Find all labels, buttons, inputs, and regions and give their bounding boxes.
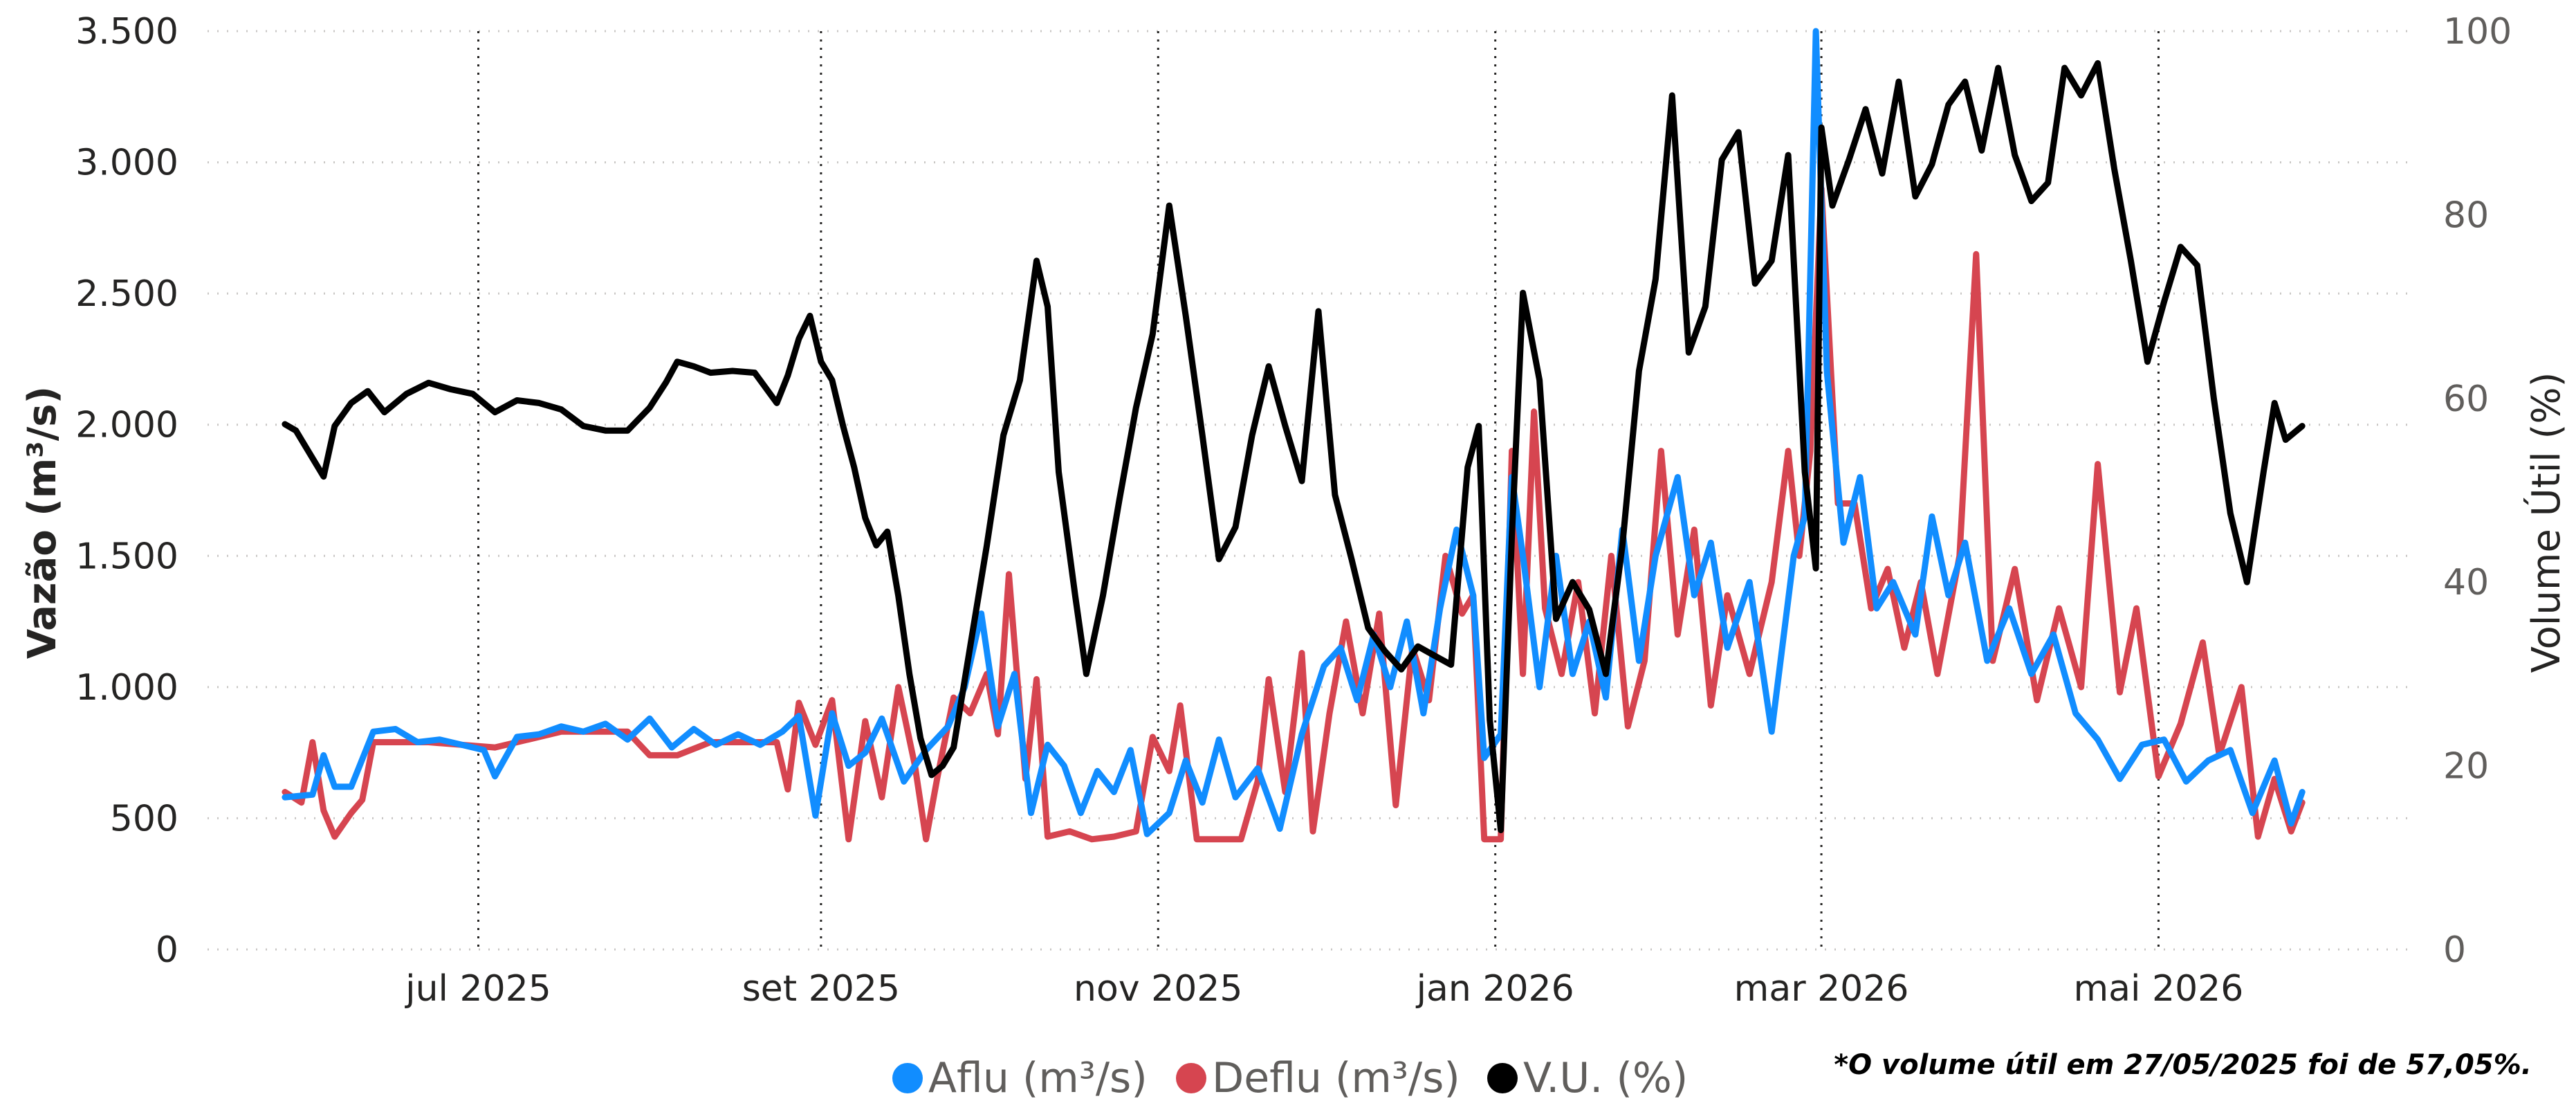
left-axis-ticks: 0 500 1.000 1.500 2.000 2.500 3.000 3.500 bbox=[75, 11, 178, 971]
x-tick-label: nov 2025 bbox=[1074, 968, 1242, 1010]
legend-marker bbox=[1176, 1063, 1206, 1093]
series-lines bbox=[282, 28, 2306, 843]
legend-label: Aflu (m³/s) bbox=[928, 1054, 1148, 1101]
right-tick-label: 0 bbox=[2443, 929, 2466, 971]
x-tick-label: jul 2025 bbox=[405, 968, 551, 1010]
legend: Aflu (m³/s) Deflu (m³/s) V.U. (%) bbox=[892, 1054, 1688, 1101]
x-tick-label: mai 2026 bbox=[2074, 968, 2244, 1010]
x-tick-label: jan 2026 bbox=[1416, 968, 1574, 1010]
left-tick-label: 1.500 bbox=[75, 536, 178, 577]
right-tick-label: 40 bbox=[2443, 562, 2489, 603]
legend-label: V.U. (%) bbox=[1523, 1054, 1688, 1101]
series-line-2 bbox=[282, 60, 2306, 833]
volume-note: *O volume útil em 27/05/2025 foi de 57,0… bbox=[1834, 1049, 2532, 1081]
right-tick-label: 80 bbox=[2443, 194, 2489, 236]
left-tick-label: 3.000 bbox=[75, 143, 178, 184]
right-tick-label: 60 bbox=[2443, 379, 2489, 420]
legend-label: Deflu (m³/s) bbox=[1212, 1054, 1460, 1101]
horizontal-gridlines bbox=[208, 30, 2407, 951]
left-tick-label: 2.000 bbox=[75, 405, 178, 446]
right-tick-label: 100 bbox=[2443, 11, 2512, 53]
legend-marker bbox=[1487, 1063, 1518, 1093]
x-tick-label: mar 2026 bbox=[1734, 968, 1909, 1010]
x-axis-ticks: jul 2025 set 2025 nov 2025 jan 2026 mar 2026… bbox=[405, 968, 2243, 1010]
legend-marker bbox=[892, 1063, 923, 1093]
series-line-0 bbox=[282, 28, 2306, 837]
left-tick-label: 2.500 bbox=[75, 273, 178, 315]
x-tick-label: set 2025 bbox=[742, 968, 900, 1010]
left-tick-label: 0 bbox=[156, 929, 178, 971]
right-axis-title: Volume Útil (%) bbox=[2524, 372, 2569, 673]
left-tick-label: 1.000 bbox=[75, 667, 178, 709]
left-tick-label: 500 bbox=[110, 798, 178, 839]
left-axis-title: Vazão (m³/s) bbox=[20, 386, 65, 659]
series-line-1 bbox=[282, 185, 2306, 843]
right-axis-ticks: 0 20 40 60 80 100 bbox=[2443, 11, 2512, 971]
left-tick-label: 3.500 bbox=[75, 11, 178, 53]
right-tick-label: 20 bbox=[2443, 746, 2489, 788]
